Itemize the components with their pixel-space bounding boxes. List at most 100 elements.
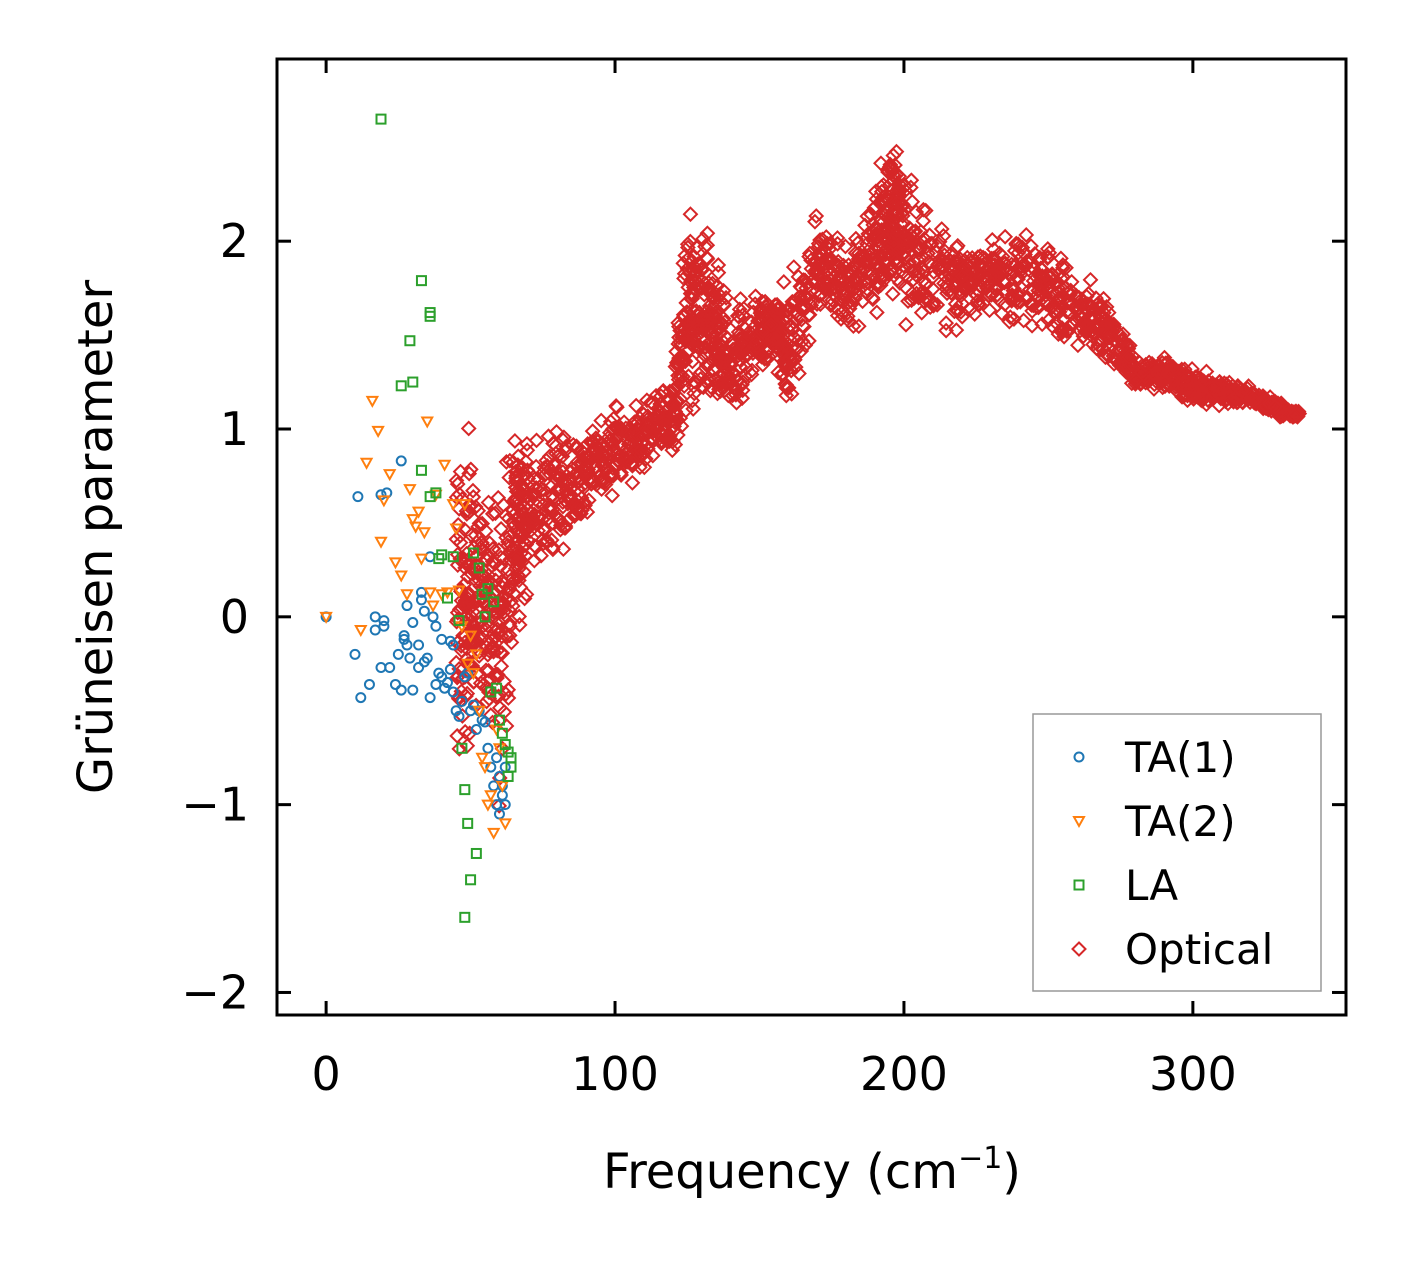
data-point: [895, 246, 912, 263]
data-point: [1185, 391, 1202, 407]
data-point: [493, 658, 510, 675]
data-point: [819, 275, 836, 292]
data-point: [685, 401, 702, 417]
data-point: [790, 268, 807, 285]
data-point: [498, 529, 515, 546]
data-point: [459, 784, 471, 796]
data-point: [1049, 302, 1066, 319]
data-point: [1041, 244, 1058, 261]
data-point: [535, 481, 552, 498]
data-point: [448, 531, 465, 548]
data-point: [441, 592, 453, 604]
data-point: [728, 345, 745, 362]
data-point: [499, 739, 511, 751]
data-point: [930, 255, 947, 272]
data-point: [548, 437, 564, 454]
data-point: [400, 589, 414, 602]
data-point: [349, 648, 361, 660]
data-point: [981, 302, 998, 319]
data-point: [1054, 320, 1071, 337]
data-point: [352, 491, 364, 503]
data-point: [727, 381, 744, 398]
data-point: [872, 195, 889, 212]
data-point: [577, 497, 593, 514]
data-point: [1024, 283, 1041, 299]
data-point: [667, 403, 684, 420]
data-point: [1106, 355, 1123, 372]
data-point: [921, 227, 938, 244]
data-point: [886, 205, 902, 222]
data-point: [905, 230, 922, 247]
data-point: [437, 459, 452, 472]
data-point: [820, 261, 837, 278]
data-point: [520, 533, 537, 549]
data-point: [492, 644, 509, 661]
data-point: [507, 548, 524, 565]
y-tick-label: −2: [181, 965, 249, 1019]
data-point: [1175, 388, 1192, 404]
data-point: [486, 827, 501, 840]
series-la: [375, 113, 517, 923]
data-point: [480, 494, 497, 511]
series-optical: [448, 143, 1308, 814]
data-point: [863, 206, 880, 223]
data-point: [453, 615, 465, 627]
data-point: [677, 402, 694, 419]
data-point: [479, 716, 491, 728]
data-point: [946, 253, 962, 270]
data-point: [866, 199, 883, 216]
data-point: [478, 621, 494, 638]
data-point: [735, 374, 751, 390]
data-point: [864, 225, 881, 242]
data-point: [597, 462, 614, 479]
data-point: [529, 509, 546, 526]
y-tick-label: 0: [220, 590, 249, 644]
data-point: [374, 536, 388, 549]
data-point: [771, 306, 788, 323]
data-point: [1038, 296, 1055, 312]
data-point: [886, 167, 903, 184]
data-point: [680, 313, 697, 329]
data-point: [319, 611, 333, 624]
x-tick-label: 0: [311, 1047, 340, 1101]
data-point: [1082, 310, 1099, 327]
x-tick-label: 100: [571, 1047, 659, 1101]
data-point: [890, 243, 907, 260]
data-point: [489, 724, 504, 737]
data-point: [365, 395, 380, 408]
data-point: [528, 432, 545, 449]
legend-marker: [1071, 941, 1087, 957]
data-point: [456, 742, 468, 754]
data-point: [1178, 373, 1194, 390]
data-point: [511, 616, 528, 633]
data-point: [979, 271, 996, 288]
data-point: [473, 562, 485, 574]
data-point: [452, 585, 466, 598]
data-point: [1090, 332, 1107, 349]
data-point: [859, 281, 875, 297]
data-point: [593, 412, 610, 429]
data-point: [398, 630, 410, 642]
data-point: [803, 252, 819, 269]
data-point: [424, 692, 436, 704]
data-point: [375, 662, 387, 674]
y-tick-label: 2: [220, 214, 249, 268]
data-point: [456, 554, 473, 571]
series-ta-1-: [320, 455, 511, 820]
data-point: [907, 263, 924, 279]
data-point: [604, 487, 621, 504]
data-point: [1051, 291, 1068, 307]
data-point: [1127, 365, 1143, 382]
data-point: [763, 317, 779, 333]
data-point: [552, 521, 569, 538]
data-point: [1075, 328, 1092, 345]
data-point: [359, 457, 374, 470]
data-point: [997, 228, 1014, 245]
data-point: [377, 495, 391, 508]
data-point: [840, 313, 857, 329]
legend-marker: [1072, 816, 1086, 829]
data-point: [732, 291, 749, 307]
data-point: [1002, 309, 1019, 326]
data-point: [997, 284, 1014, 301]
data-point: [448, 613, 465, 630]
